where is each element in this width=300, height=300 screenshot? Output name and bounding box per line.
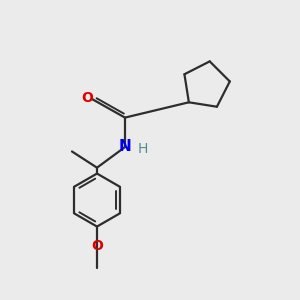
Text: H: H: [137, 142, 148, 155]
Text: O: O: [91, 239, 103, 253]
Text: N: N: [119, 139, 132, 154]
Text: O: O: [82, 91, 94, 105]
